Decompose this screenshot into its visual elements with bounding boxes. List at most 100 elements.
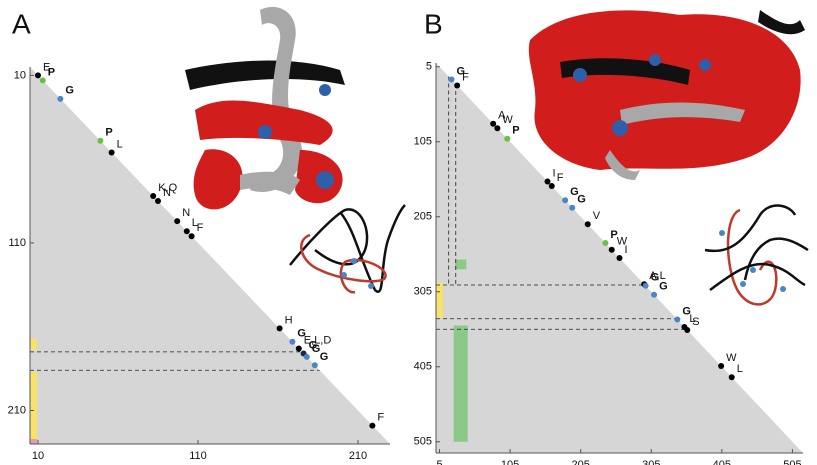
topology-b	[704, 204, 809, 306]
residue-point	[674, 316, 681, 323]
x-tick-label: 110	[189, 450, 207, 462]
residue-point	[311, 362, 318, 369]
x-tick-label: 405	[713, 459, 731, 465]
residue-label: W	[617, 236, 628, 248]
highlight-band	[30, 438, 37, 444]
residue-label: E,L,D	[304, 334, 332, 346]
contact-region	[453, 325, 468, 442]
x-tick-label: 210	[349, 450, 367, 462]
residue-label: G	[320, 351, 329, 363]
residue-point	[562, 197, 569, 204]
y-tick-label: 205	[414, 211, 432, 223]
residue-label: G	[659, 281, 668, 293]
residue-label: S	[692, 316, 699, 328]
residue-label: G	[577, 194, 586, 206]
residue-label: G	[682, 305, 691, 317]
residue-point	[718, 363, 725, 369]
panel-label: A	[12, 8, 31, 39]
residue-point	[97, 137, 104, 144]
y-tick-label: 210	[8, 404, 26, 416]
residue-label: G	[457, 65, 466, 77]
residue-point	[602, 240, 609, 246]
residue-point	[494, 125, 501, 132]
residue-label: F	[377, 411, 384, 423]
highlight-band	[436, 282, 443, 318]
y-tick-label: 405	[414, 361, 432, 373]
residue-label: F	[557, 172, 564, 184]
residue-point	[155, 198, 161, 205]
residue-point	[548, 183, 555, 189]
residue-point	[303, 353, 310, 360]
residue-point	[454, 82, 461, 89]
residue-point	[276, 325, 283, 332]
residue-point	[108, 149, 115, 156]
x-tick-label: 205	[572, 459, 590, 465]
residue-point	[295, 345, 302, 352]
residue-point	[544, 178, 551, 185]
y-tick-label: 305	[414, 286, 432, 298]
residue-label: G	[651, 272, 660, 284]
highlight-band	[30, 371, 37, 439]
residue-label: W	[726, 352, 737, 364]
residue-label: P	[512, 125, 519, 137]
residue-label: F	[462, 71, 469, 83]
contact-region	[455, 259, 467, 270]
x-tick-label: 505	[783, 459, 801, 465]
residue-label: I	[625, 244, 628, 256]
residue-point	[608, 246, 615, 253]
protein-image-b	[528, 10, 805, 180]
residue-point	[490, 120, 497, 127]
residue-label: N	[182, 207, 190, 219]
residue-point	[584, 221, 591, 228]
residue-point	[369, 422, 376, 429]
residue-label: L	[192, 217, 198, 229]
residue-point	[150, 193, 157, 200]
x-tick-label: 5	[436, 459, 442, 465]
residue-label: L	[737, 363, 743, 375]
residue-label: G	[309, 339, 318, 351]
residue-label: E	[43, 61, 50, 73]
residue-point	[569, 204, 576, 211]
residue-point	[616, 255, 623, 261]
residue-point	[504, 135, 511, 142]
highlight-band	[30, 338, 37, 351]
residue-point	[448, 76, 455, 83]
residue-point	[183, 228, 190, 235]
y-tick-label: 110	[8, 237, 26, 249]
residue-label: G	[570, 186, 579, 198]
y-tick-label: 505	[414, 436, 432, 448]
residue-label: P	[48, 66, 55, 78]
residue-point	[35, 72, 41, 79]
y-tick-label: 5	[426, 61, 432, 73]
x-tick-label: 10	[32, 450, 44, 462]
residue-label: P	[610, 229, 617, 241]
residue-point	[39, 77, 46, 84]
residue-label: G	[312, 343, 321, 355]
residue-point	[289, 338, 296, 345]
residue-label: P	[105, 127, 112, 139]
residue-label: A	[498, 110, 506, 122]
residue-label: G	[297, 328, 306, 340]
residue-label: W	[502, 114, 513, 126]
residue-point	[651, 291, 658, 298]
y-tick-label: 10	[14, 69, 26, 81]
y-tick-label: 105	[414, 136, 432, 148]
panel-label: B	[424, 8, 443, 39]
x-tick-label: 105	[501, 459, 519, 465]
residue-label: N	[163, 187, 171, 199]
topology-a	[289, 204, 406, 294]
residue-label: L	[689, 313, 695, 325]
residue-label: L	[117, 138, 123, 150]
residue-point	[684, 327, 691, 333]
residue-label: A,L	[649, 270, 666, 282]
x-tick-label: 305	[642, 459, 660, 465]
residue-label: I	[553, 167, 556, 179]
protein-image-a	[185, 6, 345, 210]
residue-point	[188, 233, 195, 240]
residue-point	[174, 218, 181, 225]
residue-point	[57, 95, 64, 102]
residue-label: V	[593, 210, 601, 222]
